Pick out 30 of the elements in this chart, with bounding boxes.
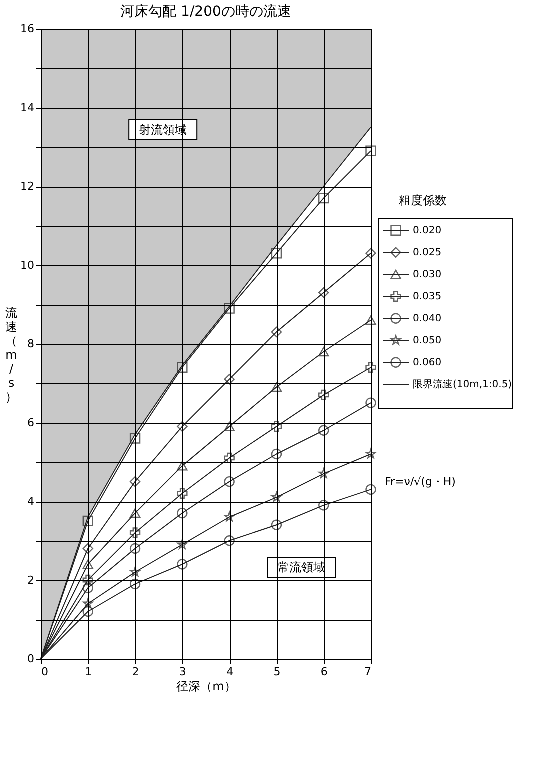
- x-tick-label: 2: [132, 666, 140, 678]
- y-tick-label: 12: [20, 180, 34, 193]
- y-tick-label: 14: [20, 101, 34, 114]
- y-tick-label: 0: [28, 652, 34, 666]
- x-tick-label: 5: [274, 666, 281, 678]
- legend-label: 0.025: [413, 248, 442, 259]
- x-tick-label: 0: [42, 666, 48, 678]
- y-tick-label: 10: [20, 258, 34, 272]
- x-tick-label: 6: [320, 666, 328, 678]
- x-tick-label: 1: [85, 666, 92, 678]
- legend-label: 0.020: [413, 226, 442, 237]
- legend-title: 粗度係数: [399, 194, 447, 208]
- y-axis-title: 流速（m/s）: [6, 306, 18, 404]
- x-tick-label: 4: [226, 666, 234, 678]
- legend-label: 0.035: [413, 292, 442, 303]
- legend-label: 0.030: [413, 270, 442, 281]
- x-tick-label: 7: [364, 666, 372, 678]
- x-tick-label: 3: [179, 666, 186, 678]
- legend-label: 0.060: [413, 358, 442, 369]
- legend-label: 0.050: [413, 336, 442, 347]
- y-tick-label: 2: [28, 574, 34, 587]
- y-tick-label: 16: [20, 22, 34, 36]
- y-tick-label: 8: [28, 338, 34, 350]
- y-tick-label: 4: [28, 495, 34, 508]
- chart-title: 河床勾配 1/200の時の流速: [120, 4, 292, 20]
- y-tick-label: 6: [28, 416, 34, 430]
- x-axis-title: 径深（m）: [176, 680, 236, 694]
- legend-label: 0.040: [413, 314, 442, 325]
- legend-label: 限界流速(10m,1:0.5): [413, 378, 512, 391]
- text: Fr=ν/√(g・H): [385, 476, 456, 489]
